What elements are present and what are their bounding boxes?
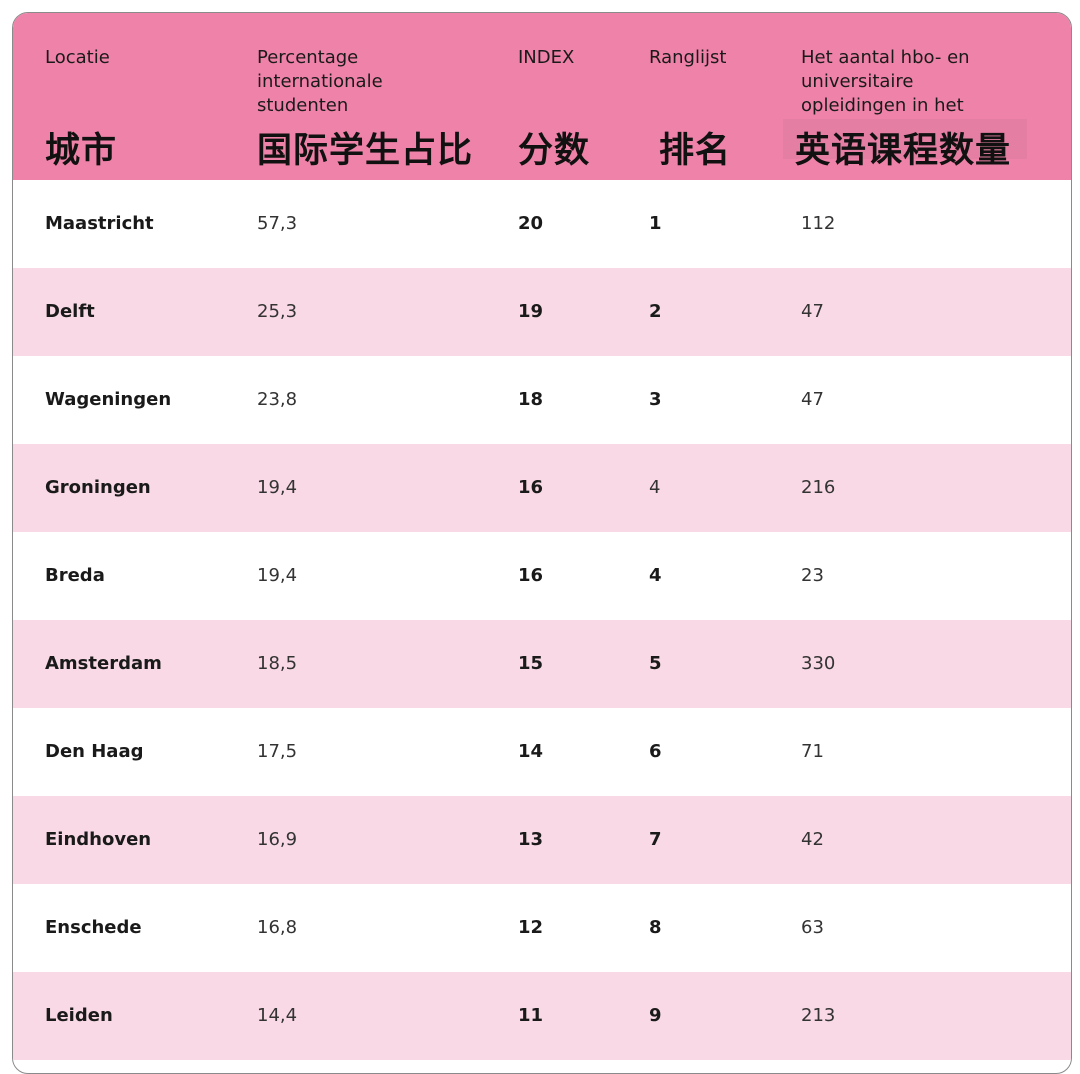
cell-count: 213: [801, 1005, 836, 1026]
cell-index: 12: [518, 917, 544, 938]
cell-percentage: 19,4: [257, 565, 298, 586]
column-header-opleidingen: Het aantal hbo- en universitaire opleidi…: [795, 46, 1011, 170]
cell-locatie: Den Haag: [45, 741, 144, 762]
cell-rank: 9: [649, 1005, 662, 1026]
column-header-translation: 国际学生占比: [257, 131, 474, 171]
column-header-translation: 英语课程数量: [795, 131, 1012, 171]
table-row: Eindhoven 16,9 13 7 42: [13, 796, 1071, 884]
cell-index: 20: [518, 213, 544, 234]
column-header-label: INDEX: [518, 47, 575, 68]
cell-count: 42: [801, 829, 824, 850]
cell-rank: 8: [649, 917, 662, 938]
cell-rank: 2: [649, 301, 662, 322]
column-header-label: Het aantal hbo- en universitaire opleidi…: [801, 47, 970, 116]
cell-percentage: 57,3: [257, 213, 298, 234]
header-translation-patch: [783, 119, 1027, 159]
cell-rank: 4: [649, 565, 662, 586]
column-header-index: INDEX 分数: [518, 46, 590, 170]
column-header-label: Percentage internationale studenten: [257, 47, 383, 116]
column-header-translation: 排名: [659, 131, 732, 171]
column-header-locatie: Locatie 城市: [45, 46, 117, 170]
cell-locatie: Delft: [45, 301, 95, 322]
table-row: Leiden 14,4 11 9 213: [13, 972, 1071, 1060]
table-row: Delft 25,3 19 2 47: [13, 268, 1071, 356]
column-header-translation: 城市: [45, 131, 118, 171]
cell-index: 15: [518, 653, 544, 674]
cell-locatie: Enschede: [45, 917, 142, 938]
cell-index: 11: [518, 1005, 544, 1026]
cell-rank: 4: [649, 477, 661, 498]
cell-index: 16: [518, 565, 544, 586]
table-row: Amsterdam 18,5 15 5 330: [13, 620, 1071, 708]
cell-locatie: Breda: [45, 565, 105, 586]
table-row: Enschede 16,8 12 8 63: [13, 884, 1071, 972]
cell-rank: 7: [649, 829, 662, 850]
cell-percentage: 18,5: [257, 653, 298, 674]
cell-percentage: 14,4: [257, 1005, 298, 1026]
column-header-ranglijst: Ranglijst 排名: [649, 46, 731, 170]
cell-count: 216: [801, 477, 836, 498]
table-row: Wageningen 23,8 18 3 47: [13, 356, 1071, 444]
table-row: Den Haag 17,5 14 6 71: [13, 708, 1071, 796]
cell-index: 13: [518, 829, 544, 850]
cell-rank: 6: [649, 741, 662, 762]
cell-count: 71: [801, 741, 824, 762]
column-header-translation: 分数: [518, 131, 591, 171]
cell-percentage: 17,5: [257, 741, 298, 762]
cell-count: 23: [801, 565, 824, 586]
cell-percentage: 16,8: [257, 917, 298, 938]
cell-count: 63: [801, 917, 824, 938]
cell-locatie: Eindhoven: [45, 829, 152, 850]
cell-rank: 3: [649, 389, 662, 410]
cell-locatie: Maastricht: [45, 213, 154, 234]
cell-locatie: Leiden: [45, 1005, 113, 1026]
column-header-label: Ranglijst: [649, 47, 727, 68]
table-row: Maastricht 57,3 20 1 112: [13, 180, 1071, 268]
cell-count: 112: [801, 213, 836, 234]
cell-rank: 5: [649, 653, 662, 674]
cell-count: 47: [801, 389, 824, 410]
cell-index: 14: [518, 741, 544, 762]
cell-percentage: 25,3: [257, 301, 298, 322]
column-header-label: Locatie: [45, 47, 110, 68]
table-body: Maastricht 57,3 20 1 112 Delft 25,3 19 2…: [13, 180, 1071, 1060]
cell-percentage: 23,8: [257, 389, 298, 410]
ranking-table: Locatie 城市 Percentage internationale stu…: [12, 12, 1072, 1074]
cell-count: 330: [801, 653, 836, 674]
cell-count: 47: [801, 301, 824, 322]
cell-index: 19: [518, 301, 544, 322]
cell-percentage: 19,4: [257, 477, 298, 498]
table-row: Breda 19,4 16 4 23: [13, 532, 1071, 620]
cell-index: 16: [518, 477, 544, 498]
cell-locatie: Groningen: [45, 477, 151, 498]
cell-locatie: Amsterdam: [45, 653, 162, 674]
cell-percentage: 16,9: [257, 829, 298, 850]
cell-rank: 1: [649, 213, 662, 234]
table-row: Groningen 19,4 16 4 216: [13, 444, 1071, 532]
cell-index: 18: [518, 389, 544, 410]
column-header-percentage: Percentage internationale studenten 国际学生…: [257, 46, 473, 170]
cell-locatie: Wageningen: [45, 389, 172, 410]
table-header: Locatie 城市 Percentage internationale stu…: [13, 13, 1071, 180]
